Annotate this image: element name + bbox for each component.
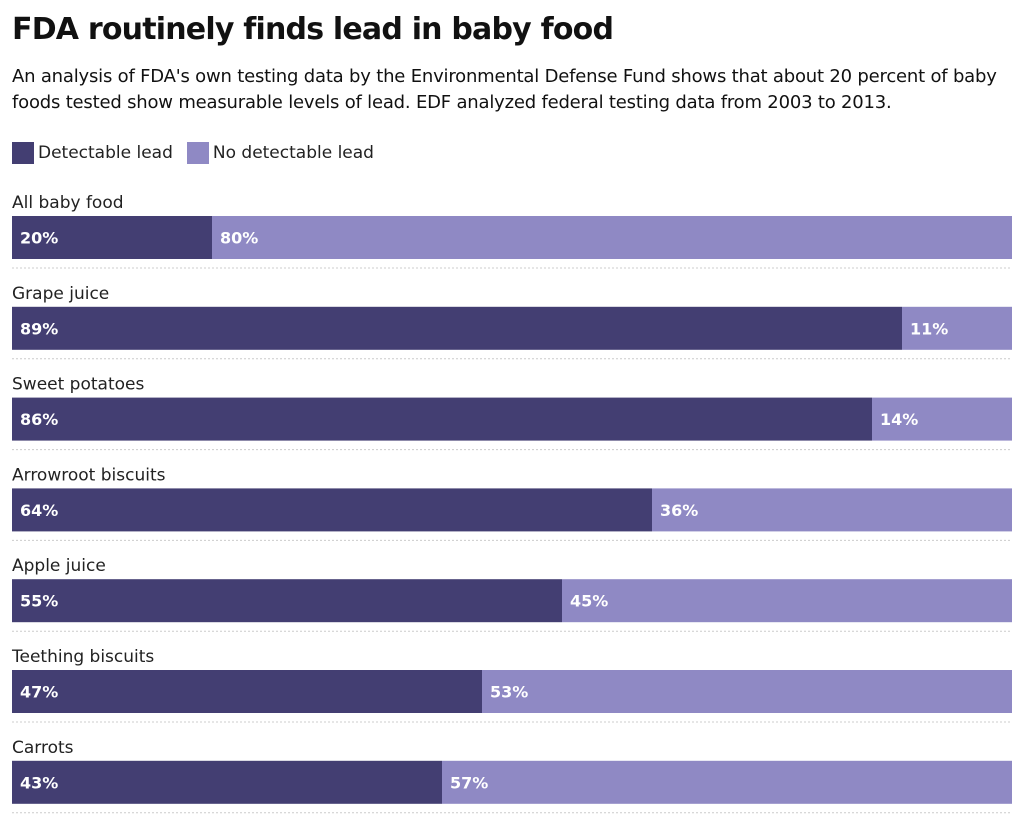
chart-title: FDA routinely finds lead in baby food [12,12,614,47]
data-label-not-detectable-carrots: 57% [450,773,488,792]
data-label-detectable-carrots: 43% [20,773,58,792]
data-label-not-detectable-all-baby-food: 80% [220,229,258,248]
category-label-carrots: Carrots [12,738,74,758]
category-label-teething-biscuits: Teething biscuits [11,647,154,667]
data-label-not-detectable-sweet-potatoes: 14% [880,410,918,429]
bar-segment-not-detectable-sweet-potatoes [872,397,1012,441]
legend-item-not-detectable: No detectable lead [186,142,374,164]
bar-row-teething-biscuits: Teething biscuits 47% 53% [11,647,1012,723]
bar-row-all-baby-food: All baby food 20% 80% [12,193,1012,269]
legend-label-detectable: Detectable lead [38,143,173,163]
chart-subtitle: An analysis of FDA's own testing data by… [12,66,997,113]
bar-row-apple-juice: Apple juice 55% 45% [12,556,1012,632]
bar-segment-detectable-teething-biscuits [12,670,482,713]
data-label-detectable-teething-biscuits: 47% [20,683,58,702]
data-label-not-detectable-teething-biscuits: 53% [490,683,528,702]
category-label-arrowroot-biscuits: Arrowroot biscuits [12,465,166,485]
bar-segment-detectable-all-baby-food [12,216,212,259]
bar-row-arrowroot-biscuits: Arrowroot biscuits 64% 36% [12,465,1012,541]
category-label-grape-juice: Grape juice [12,284,109,304]
bar-segment-not-detectable-arrowroot-biscuits [652,488,1012,532]
legend-item-detectable: Detectable lead [12,142,173,164]
bar-segment-not-detectable-teething-biscuits [482,670,1012,713]
bar-segment-detectable-sweet-potatoes [12,397,872,441]
bar-segment-detectable-apple-juice [12,579,562,623]
bar-segment-detectable-carrots [12,760,442,804]
data-label-not-detectable-apple-juice: 45% [570,592,608,611]
legend: Detectable lead No detectable lead [12,141,388,165]
bar-row-sweet-potatoes: Sweet potatoes 86% 14% [12,375,1012,451]
category-label-sweet-potatoes: Sweet potatoes [12,375,144,395]
data-label-detectable-grape-juice: 89% [20,319,58,338]
bar-segment-not-detectable-carrots [442,760,1012,804]
bar-segment-detectable-grape-juice [12,306,902,350]
legend-swatch-not-detectable [186,142,209,164]
category-label-all-baby-food: All baby food [12,193,124,213]
data-label-not-detectable-grape-juice: 11% [910,319,948,338]
data-label-not-detectable-arrowroot-biscuits: 36% [660,501,698,520]
bar-segment-not-detectable-grape-juice [902,306,1012,350]
data-label-detectable-sweet-potatoes: 86% [20,410,58,429]
bar-row-carrots: Carrots 43% 57% [12,738,1012,814]
data-label-detectable-arrowroot-biscuits: 64% [20,501,58,520]
bar-row-grape-juice: Grape juice 89% 11% [12,284,1012,360]
legend-swatch-detectable [12,142,34,164]
category-label-apple-juice: Apple juice [12,556,106,576]
data-label-detectable-apple-juice: 55% [20,592,58,611]
data-label-detectable-all-baby-food: 20% [20,229,58,248]
bar-segment-detectable-arrowroot-biscuits [12,488,652,532]
legend-label-not-detectable: No detectable lead [212,143,374,163]
bar-segment-not-detectable-apple-juice [562,579,1012,623]
bar-segment-not-detectable-all-baby-food [212,216,1012,259]
